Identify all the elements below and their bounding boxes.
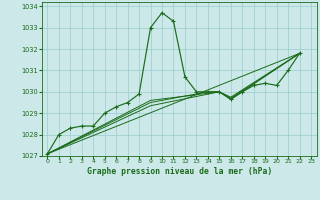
X-axis label: Graphe pression niveau de la mer (hPa): Graphe pression niveau de la mer (hPa) <box>87 167 272 176</box>
